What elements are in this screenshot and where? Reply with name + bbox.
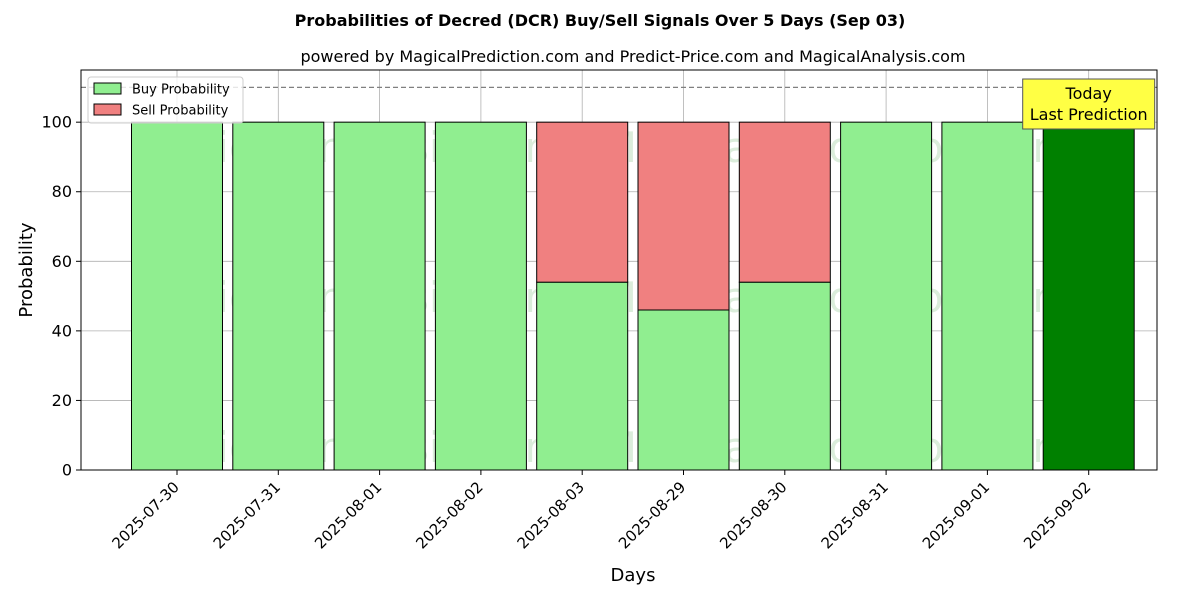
chart-title: Probabilities of Decred (DCR) Buy/Sell S… — [295, 11, 906, 30]
legend: Buy Probability Sell Probability — [87, 76, 244, 124]
x-tick-label: 2025-08-29 — [615, 478, 689, 552]
y-tick-label: 60 — [52, 252, 72, 271]
plot-frame — [80, 69, 1158, 471]
bar-buy — [536, 281, 629, 471]
bar-buy — [637, 309, 730, 471]
legend-swatch-buy — [93, 82, 122, 95]
x-tick-label: 2025-08-30 — [716, 478, 790, 552]
annotation-text-line2: Last Prediction — [1030, 105, 1148, 124]
bar-buy — [131, 121, 223, 471]
legend-box — [87, 76, 244, 124]
chart-subtitle: powered by MagicalPrediction.com and Pre… — [300, 47, 965, 66]
x-tick-label: 2025-07-31 — [210, 478, 284, 552]
x-tick-label: 2025-08-01 — [311, 478, 385, 552]
overlay-layer: Today Last Prediction — [81, 78, 1157, 130]
bar-buy — [738, 281, 831, 471]
bar-buy — [232, 121, 325, 471]
x-tick-label: 2025-07-30 — [108, 478, 182, 552]
x-tick-label: 2025-08-31 — [818, 478, 892, 552]
x-axis-label: Days — [611, 565, 656, 586]
bar-sell — [536, 121, 629, 283]
bar-buy — [1042, 121, 1135, 471]
y-tick-label: 40 — [52, 321, 72, 340]
y-tick-label: 20 — [52, 391, 72, 410]
legend-label-buy: Buy Probability — [132, 83, 230, 98]
y-tick-label: 100 — [41, 113, 72, 132]
annotation-box — [1022, 78, 1156, 130]
x-tick-label: 2025-09-02 — [1020, 478, 1094, 552]
bars-layer — [131, 121, 1135, 471]
bar-buy — [840, 121, 933, 471]
annotation-text-line1: Today — [1065, 84, 1112, 103]
x-tick-label: 2025-09-01 — [919, 478, 993, 552]
bar-buy — [434, 121, 527, 471]
x-tick-label: 2025-08-03 — [514, 478, 588, 552]
bar-buy — [941, 121, 1034, 471]
y-tick-label: 80 — [52, 182, 72, 201]
legend-swatch-sell — [93, 103, 122, 116]
y-axis-label: Probability — [16, 222, 37, 317]
bar-sell — [738, 121, 831, 283]
bar-buy — [333, 121, 426, 471]
bar-sell — [637, 121, 730, 311]
y-tick-label: 0 — [62, 461, 72, 480]
x-tick-label: 2025-08-02 — [412, 478, 486, 552]
legend-label-sell: Sell Probability — [132, 104, 229, 119]
